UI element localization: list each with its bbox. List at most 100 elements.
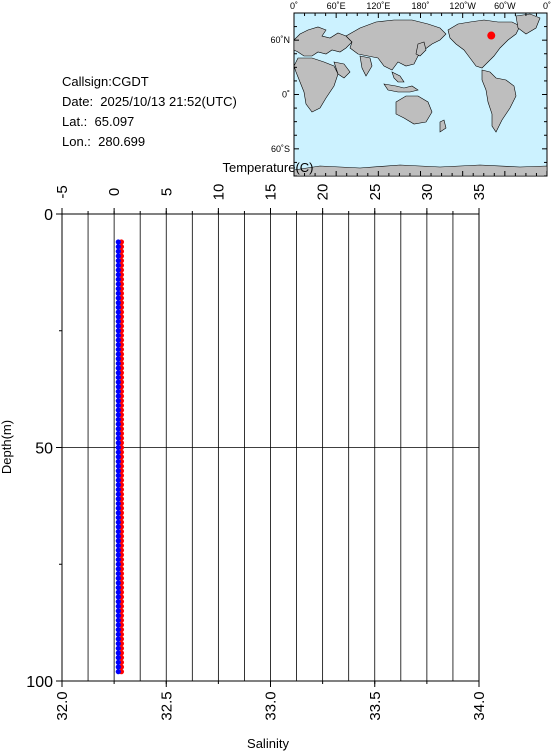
salinity-point bbox=[115, 295, 121, 301]
salinity-point bbox=[115, 426, 121, 432]
salinity-point bbox=[115, 603, 121, 609]
temperature-tick-label: 5 bbox=[158, 188, 175, 196]
salinity-point bbox=[115, 547, 121, 553]
salinity-point bbox=[115, 659, 121, 665]
salinity-point bbox=[115, 398, 121, 404]
station-marker bbox=[487, 31, 496, 40]
salinity-point bbox=[115, 505, 121, 511]
salinity-point bbox=[115, 627, 121, 633]
salinity-point bbox=[115, 337, 121, 343]
temperature-tick-label: 0 bbox=[106, 188, 123, 196]
map-lat-tick-labels: 60˚N 0˚ 60˚S bbox=[270, 35, 290, 154]
temperature-tick-label: -5 bbox=[54, 185, 71, 198]
salinity-point bbox=[115, 258, 121, 264]
salinity-point bbox=[115, 239, 121, 245]
temperature-tick-label: 10 bbox=[210, 184, 227, 201]
salinity-point bbox=[115, 650, 121, 656]
salinity-point bbox=[115, 580, 121, 586]
salinity-point bbox=[115, 253, 121, 259]
callsign-label: Callsign:CGDT bbox=[62, 74, 149, 89]
salinity-point bbox=[115, 482, 121, 488]
depth-ticks: 0 50 100 bbox=[26, 207, 62, 691]
depth-tick-label: 0 bbox=[44, 207, 53, 224]
salinity-point bbox=[115, 328, 121, 334]
depth-tick-label: 100 bbox=[26, 674, 53, 691]
salinity-point bbox=[115, 617, 121, 623]
map-lat-tick-label: 0˚ bbox=[282, 90, 290, 100]
salinity-point bbox=[115, 645, 121, 651]
salinity-ticks: 32.0 32.5 33.0 33.5 34.0 bbox=[54, 681, 488, 721]
salinity-point bbox=[115, 570, 121, 577]
salinity-tick-label: 33.5 bbox=[367, 691, 384, 720]
salinity-point bbox=[115, 346, 121, 353]
series-marks bbox=[115, 239, 125, 675]
salinity-point bbox=[115, 468, 121, 474]
salinity-point bbox=[115, 491, 121, 497]
salinity-tick-label: 34.0 bbox=[471, 691, 488, 720]
salinity-point bbox=[115, 430, 121, 437]
salinity-point bbox=[115, 444, 121, 451]
salinity-point bbox=[115, 622, 121, 628]
salinity-point bbox=[115, 514, 121, 521]
salinity-point bbox=[115, 608, 121, 614]
salinity-point bbox=[115, 566, 121, 572]
salinity-point bbox=[115, 510, 121, 516]
salinity-point bbox=[115, 542, 121, 549]
longitude-label: Lon.: 280.699 bbox=[62, 134, 146, 149]
salinity-point bbox=[115, 290, 121, 296]
salinity-point bbox=[115, 486, 121, 493]
salinity-point bbox=[115, 421, 121, 427]
salinity-point bbox=[115, 440, 121, 446]
map-lon-tick-label: 120˚E bbox=[366, 1, 390, 11]
temperature-tick-label: 25 bbox=[367, 184, 384, 201]
grid-lines bbox=[61, 214, 480, 681]
salinity-point bbox=[115, 407, 121, 413]
depth-axis-label: Depth(m) bbox=[0, 420, 14, 474]
salinity-point bbox=[115, 524, 121, 530]
salinity-point bbox=[115, 342, 121, 348]
map-lon-tick-label: 120˚W bbox=[449, 1, 476, 11]
salinity-point bbox=[115, 318, 121, 325]
salinity-point bbox=[115, 585, 121, 591]
salinity-point bbox=[115, 533, 121, 539]
salinity-point bbox=[115, 384, 121, 390]
temperature-tick-label: 15 bbox=[263, 184, 280, 201]
salinity-point bbox=[115, 655, 121, 661]
salinity-point bbox=[115, 351, 121, 357]
salinity-point bbox=[115, 641, 121, 647]
map-lon-tick-label: 60˚E bbox=[327, 1, 346, 11]
salinity-point bbox=[115, 248, 121, 254]
salinity-point bbox=[115, 323, 121, 329]
salinity-point bbox=[115, 449, 121, 455]
salinity-point bbox=[115, 304, 121, 310]
temperature-axis-label: Temperature(C) bbox=[222, 160, 313, 175]
date-label: Date: 2025/10/13 21:52(UTC) bbox=[62, 94, 237, 109]
salinity-point bbox=[115, 281, 121, 287]
salinity-point bbox=[115, 575, 121, 581]
depth-tick-label: 50 bbox=[35, 441, 53, 458]
salinity-point bbox=[115, 594, 121, 600]
salinity-point bbox=[115, 309, 121, 315]
temperature-tick-label: 20 bbox=[315, 184, 332, 201]
map-lat-tick-label: 60˚N bbox=[270, 35, 290, 45]
salinity-point bbox=[115, 393, 121, 399]
salinity-point bbox=[115, 664, 121, 670]
salinity-point bbox=[115, 416, 121, 423]
salinity-point bbox=[115, 552, 121, 558]
latitude-label: Lat.: 65.097 bbox=[62, 114, 135, 129]
salinity-point bbox=[115, 356, 121, 362]
salinity-point bbox=[115, 631, 121, 637]
salinity-point bbox=[115, 314, 121, 320]
salinity-point bbox=[115, 528, 121, 535]
map-lat-tick-label: 60˚S bbox=[271, 144, 290, 154]
salinity-point bbox=[115, 365, 121, 371]
salinity-point bbox=[115, 379, 121, 385]
temperature-tick-label: 30 bbox=[419, 184, 436, 201]
salinity-point bbox=[115, 286, 121, 292]
salinity-axis-label: Salinity bbox=[247, 736, 289, 751]
salinity-point bbox=[115, 589, 121, 595]
salinity-point bbox=[115, 496, 121, 502]
map-frame-ticks bbox=[293, 12, 548, 177]
salinity-point bbox=[115, 370, 121, 376]
salinity-point bbox=[115, 388, 121, 395]
